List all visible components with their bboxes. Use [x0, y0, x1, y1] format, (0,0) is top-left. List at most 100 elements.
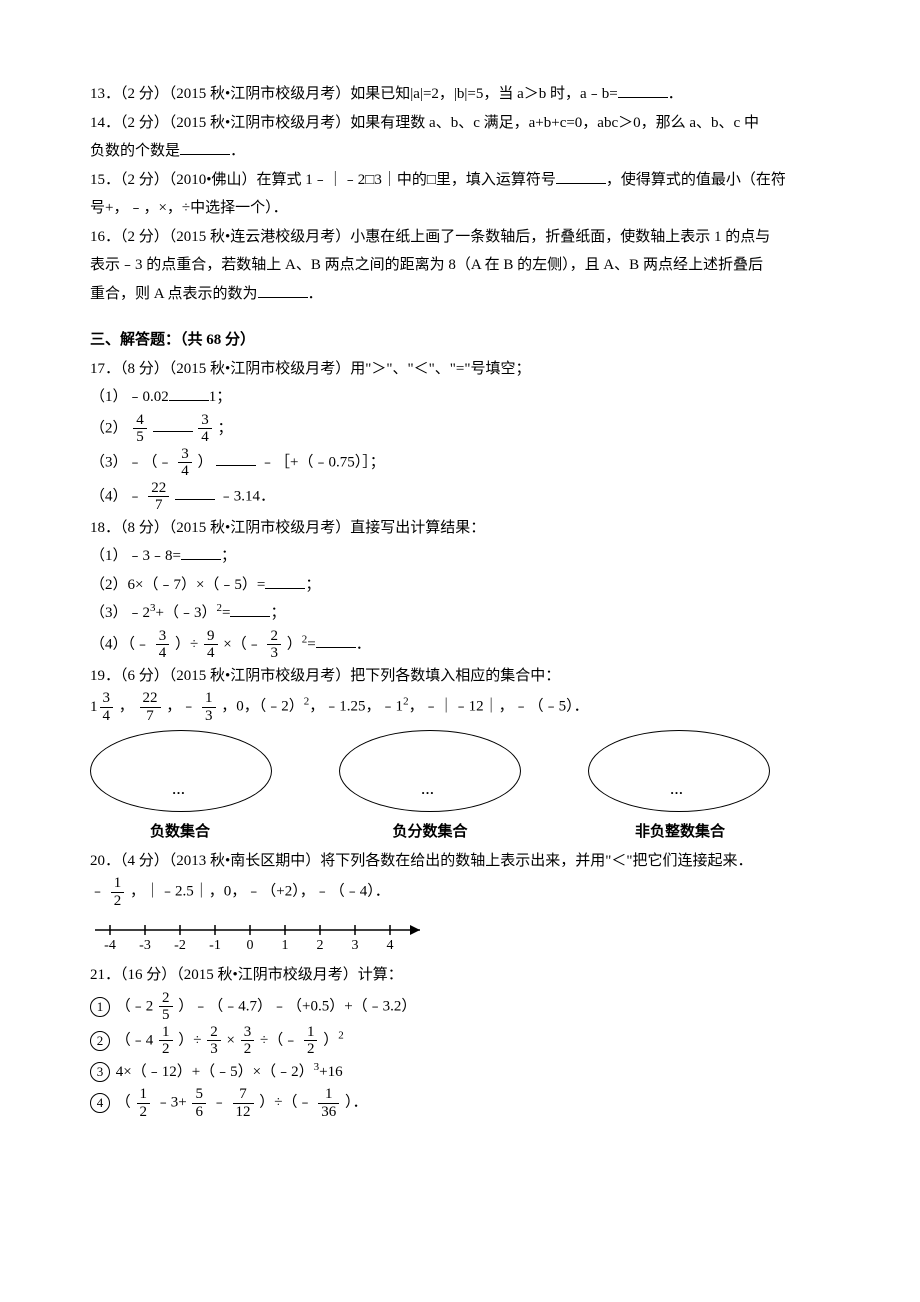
frac-den: 7 — [140, 708, 161, 725]
dots-3: … — [670, 778, 683, 803]
q19-list: 134 ， 227 ，﹣ 13 ，0，（﹣2）2，﹣1.25，﹣12，﹣｜﹣12… — [90, 690, 830, 724]
q14-tb: 负数的个数是 — [90, 143, 180, 159]
q14-ta: 如果有理数 a、b、c 满足，a+b+c=0，abc＞0，那么 a、b、c 中 — [350, 115, 759, 131]
q15-tb: ，使得算式的值最小（在符 — [606, 172, 786, 188]
frac-22-7b: 227 — [140, 690, 161, 724]
q16-ta: 小惠在纸上画了一条数轴后，折叠纸面，使数轴上表示 1 的点与 — [350, 229, 770, 245]
frac-num: 1 — [159, 1024, 173, 1042]
q21-src: （2015 秋•江阴市校级月考） — [176, 967, 358, 983]
q18-p2-blank[interactable] — [265, 573, 305, 589]
q18-p1a: （1）﹣3﹣8= — [90, 548, 181, 564]
q20-pts: （4 分） — [120, 853, 169, 869]
q18-p4-blank[interactable] — [316, 632, 356, 648]
q20-la: ﹣ — [90, 883, 105, 899]
q18-p3c: = — [222, 605, 230, 621]
frac-1-3: 13 — [202, 690, 216, 724]
q18-p2t: ； — [305, 577, 320, 593]
q17-p2: （2） 45 34 ； — [90, 412, 830, 446]
q21-p2e: ） — [323, 1032, 338, 1048]
frac-7-12: 712 — [233, 1086, 254, 1120]
q17-p2-blank[interactable] — [153, 416, 193, 432]
q14-l2: 负数的个数是 ． — [90, 137, 830, 166]
q15-l1: 15．（2 分）（2010•佛山）在算式 1﹣｜﹣2□3｜中的□里，填入运算符号… — [90, 166, 830, 195]
q21-p2d: ÷（﹣ — [260, 1032, 298, 1048]
q15-blank[interactable] — [556, 168, 606, 184]
svg-text:-3: -3 — [139, 938, 151, 953]
q14-pts: （2 分） — [120, 115, 169, 131]
q17-p3-blank[interactable] — [216, 450, 256, 466]
svg-text:4: 4 — [387, 938, 394, 953]
q18-p1t: ； — [221, 548, 236, 564]
q18-p4c: ×（﹣ — [223, 636, 261, 652]
q17-p3a: （3）﹣（﹣ — [90, 454, 173, 470]
oval-nonneg-int[interactable]: … — [588, 730, 770, 812]
q13-pts: （2 分） — [120, 86, 169, 102]
svg-text:2: 2 — [317, 938, 324, 953]
frac-22-7: 227 — [148, 480, 169, 514]
q16-src: （2015 秋•连云港校级月考） — [169, 229, 351, 245]
oval-negative[interactable]: … — [90, 730, 272, 812]
q21-p2b: ）÷ — [178, 1032, 201, 1048]
dots-2: … — [421, 778, 434, 803]
q18-p3: （3）﹣23+（﹣3）2=； — [90, 599, 830, 628]
svg-text:1: 1 — [282, 938, 289, 953]
frac-den: 4 — [178, 463, 192, 480]
q16-l1: 16．（2 分）（2015 秋•连云港校级月考）小惠在纸上画了一条数轴后，折叠纸… — [90, 223, 830, 252]
q17-p4-blank[interactable] — [175, 484, 215, 500]
q21-p4e: ）． — [345, 1094, 368, 1110]
q17-p1a: （1）﹣0.02 — [90, 389, 169, 405]
svg-text:-4: -4 — [104, 938, 116, 953]
q21-num: 21． — [90, 967, 120, 983]
q19-stem: 19．（6 分）（2015 秋•江阴市校级月考）把下列各数填入相应的集合中： — [90, 662, 830, 691]
q21-p4a: （ — [116, 1094, 131, 1110]
frac-num: 22 — [140, 690, 161, 708]
frac-num: 1 — [318, 1086, 339, 1104]
q14-tail: ． — [230, 143, 245, 159]
oval-wrap-1: … — [90, 730, 272, 812]
frac-den: 4 — [204, 645, 218, 662]
q13: 13．（2 分）（2015 秋•江阴市校级月考）如果已知|a|=2，|b|=5，… — [90, 80, 830, 109]
q18-num: 18． — [90, 520, 120, 536]
frac-num: 4 — [133, 412, 147, 430]
q18-p1: （1）﹣3﹣8= ； — [90, 542, 830, 571]
frac-3-2: 32 — [241, 1024, 255, 1058]
frac-num: 5 — [192, 1086, 206, 1104]
q19-ld: ，﹣1.25，﹣1 — [309, 698, 403, 714]
q15-src: （2010•佛山） — [169, 172, 257, 188]
q21-p2a: （﹣4 — [116, 1032, 154, 1048]
q15-ta: 在算式 1﹣｜﹣2□3｜中的□里，填入运算符号 — [257, 172, 556, 188]
q21-pts: （16 分） — [120, 967, 176, 983]
q16-blank[interactable] — [258, 282, 308, 298]
q19-lc: ，0，（﹣2） — [221, 698, 304, 714]
q13-text: 如果已知|a|=2，|b|=5，当 a＞b 时，a﹣b= — [350, 86, 617, 102]
q19-src: （2015 秋•江阴市校级月考） — [169, 668, 351, 684]
q21-p1: 1 （﹣2 25 ）﹣（﹣4.7）﹣（+0.5）+（﹣3.2） — [90, 990, 830, 1024]
frac-num: 1 — [304, 1024, 318, 1042]
q21-p1a: （﹣2 — [116, 998, 154, 1014]
frac-num: 2 — [207, 1024, 221, 1042]
q13-num: 13． — [90, 86, 120, 102]
q18-p3-blank[interactable] — [230, 601, 270, 617]
q17-p1-blank[interactable] — [169, 385, 209, 401]
q20-stem-text: 将下列各数在给出的数轴上表示出来，并用"＜"把它们连接起来． — [320, 853, 752, 869]
section-3-title: 三、解答题：（共 68 分） — [90, 326, 830, 355]
q13-src: （2015 秋•江阴市校级月考） — [169, 86, 351, 102]
frac-1-2d: 12 — [137, 1086, 151, 1120]
frac-1-2b: 12 — [159, 1024, 173, 1058]
frac-2-3b: 23 — [207, 1024, 221, 1058]
oval-neg-fraction[interactable]: … — [339, 730, 521, 812]
q14-blank[interactable] — [180, 139, 230, 155]
q17-p1b: 1； — [209, 389, 232, 405]
q19-la: ， — [119, 698, 134, 714]
frac-den: 4 — [198, 429, 212, 446]
q21-p4d: ）÷（﹣ — [259, 1094, 312, 1110]
q18-p1-blank[interactable] — [181, 544, 221, 560]
oval-labels: 负数集合 负分数集合 非负整数集合 — [90, 818, 770, 847]
q13-blank[interactable] — [618, 82, 668, 98]
q16-l2: 表示﹣3 的点重合，若数轴上 A、B 两点之间的距离为 8（A 在 B 的左侧）… — [90, 251, 830, 280]
q17-p2a: （2） — [90, 420, 128, 436]
frac-num: 22 — [148, 480, 169, 498]
svg-text:3: 3 — [352, 938, 359, 953]
mixed-whole: 1 — [90, 693, 98, 722]
q18-p4a: （4）（﹣ — [90, 636, 150, 652]
